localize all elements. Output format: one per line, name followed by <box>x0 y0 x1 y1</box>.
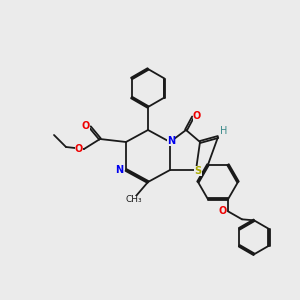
Text: N: N <box>167 136 175 146</box>
Text: O: O <box>219 206 227 216</box>
Text: O: O <box>193 111 201 121</box>
Text: O: O <box>82 121 90 131</box>
Text: O: O <box>75 144 83 154</box>
Text: S: S <box>194 166 202 176</box>
Text: H: H <box>220 126 228 136</box>
Text: N: N <box>115 165 123 175</box>
Text: CH₃: CH₃ <box>126 196 142 205</box>
